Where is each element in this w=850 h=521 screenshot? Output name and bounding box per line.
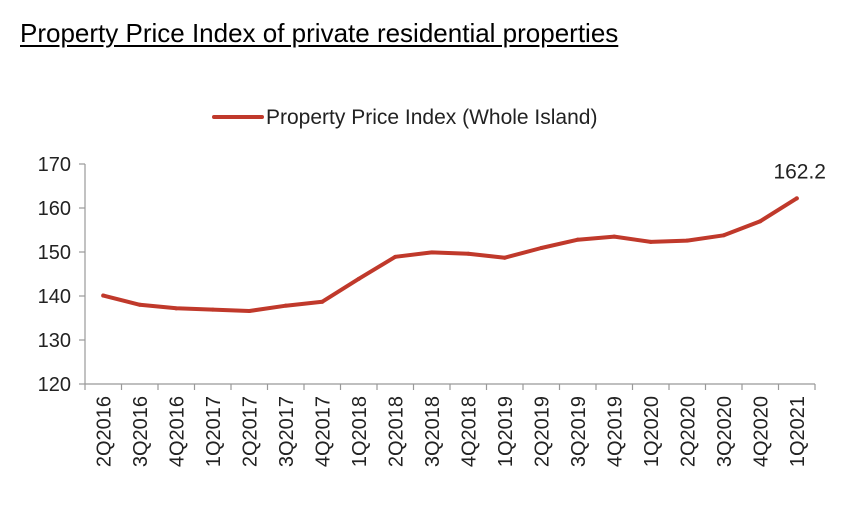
- x-tick-label: 2Q2019: [531, 396, 553, 467]
- x-tick-label: 2Q2020: [677, 396, 699, 467]
- x-tick-label: 2Q2018: [385, 396, 407, 467]
- x-tick-label: 2Q2016: [93, 396, 115, 467]
- x-tick-label: 1Q2021: [787, 396, 809, 467]
- data-point: [539, 246, 544, 251]
- data-point: [101, 293, 106, 298]
- x-tick-label: 3Q2019: [568, 396, 590, 467]
- x-tick-label: 3Q2017: [276, 396, 298, 467]
- x-tick-label: 1Q2020: [641, 396, 663, 467]
- data-point: [393, 254, 398, 259]
- series-line: [101, 196, 799, 313]
- data-point: [210, 307, 215, 312]
- data-point: [137, 302, 142, 307]
- legend-label: Property Price Index (Whole Island): [266, 106, 597, 129]
- data-point: [247, 308, 252, 313]
- y-tick-label: 150: [38, 242, 71, 264]
- x-tick-label: 4Q2016: [166, 396, 188, 467]
- x-tick-label: 4Q2020: [750, 396, 772, 467]
- page-title: Property Price Index of private resident…: [20, 18, 619, 48]
- y-tick-label: 120: [38, 374, 71, 396]
- data-point: [648, 239, 653, 244]
- x-tick-label: 3Q2020: [714, 396, 736, 467]
- y-tick-label: 160: [38, 198, 71, 220]
- data-point: [502, 255, 507, 260]
- data-point: [466, 251, 471, 256]
- x-tick-label: 3Q2016: [130, 396, 152, 467]
- chart-annotations: 162.2: [773, 160, 826, 183]
- data-point: [721, 233, 726, 238]
- x-tick-label: 1Q2017: [203, 396, 225, 467]
- data-point: [174, 306, 179, 311]
- chart-ticks: 120 130 140 150 160 170 2Q2016 3Q2016 4Q2016 1Q20…: [38, 154, 816, 467]
- data-point: [685, 238, 690, 243]
- data-point: [794, 196, 799, 201]
- data-point: [429, 250, 434, 255]
- x-tick-label: 1Q2019: [495, 396, 517, 467]
- chart-axes: [84, 164, 815, 385]
- chart-legend: Property Price Index (Whole Island): [212, 106, 597, 129]
- data-point: [575, 237, 580, 242]
- chart-series: [101, 196, 799, 313]
- data-point: [320, 299, 325, 304]
- y-tick-label: 130: [38, 330, 71, 352]
- data-point: [356, 276, 361, 281]
- x-tick-label: 2Q2017: [239, 396, 261, 467]
- x-tick-label: 1Q2018: [349, 396, 371, 467]
- y-tick-label: 170: [38, 154, 71, 176]
- x-tick-label: 3Q2018: [422, 396, 444, 467]
- data-point: [758, 219, 763, 224]
- x-tick-label: 4Q2018: [458, 396, 480, 467]
- data-label: 162.2: [773, 160, 826, 183]
- data-point: [283, 303, 288, 308]
- x-tick-label: 4Q2017: [312, 396, 334, 467]
- x-tick-label: 4Q2019: [604, 396, 626, 467]
- data-point: [612, 234, 617, 239]
- y-tick-label: 140: [38, 286, 71, 308]
